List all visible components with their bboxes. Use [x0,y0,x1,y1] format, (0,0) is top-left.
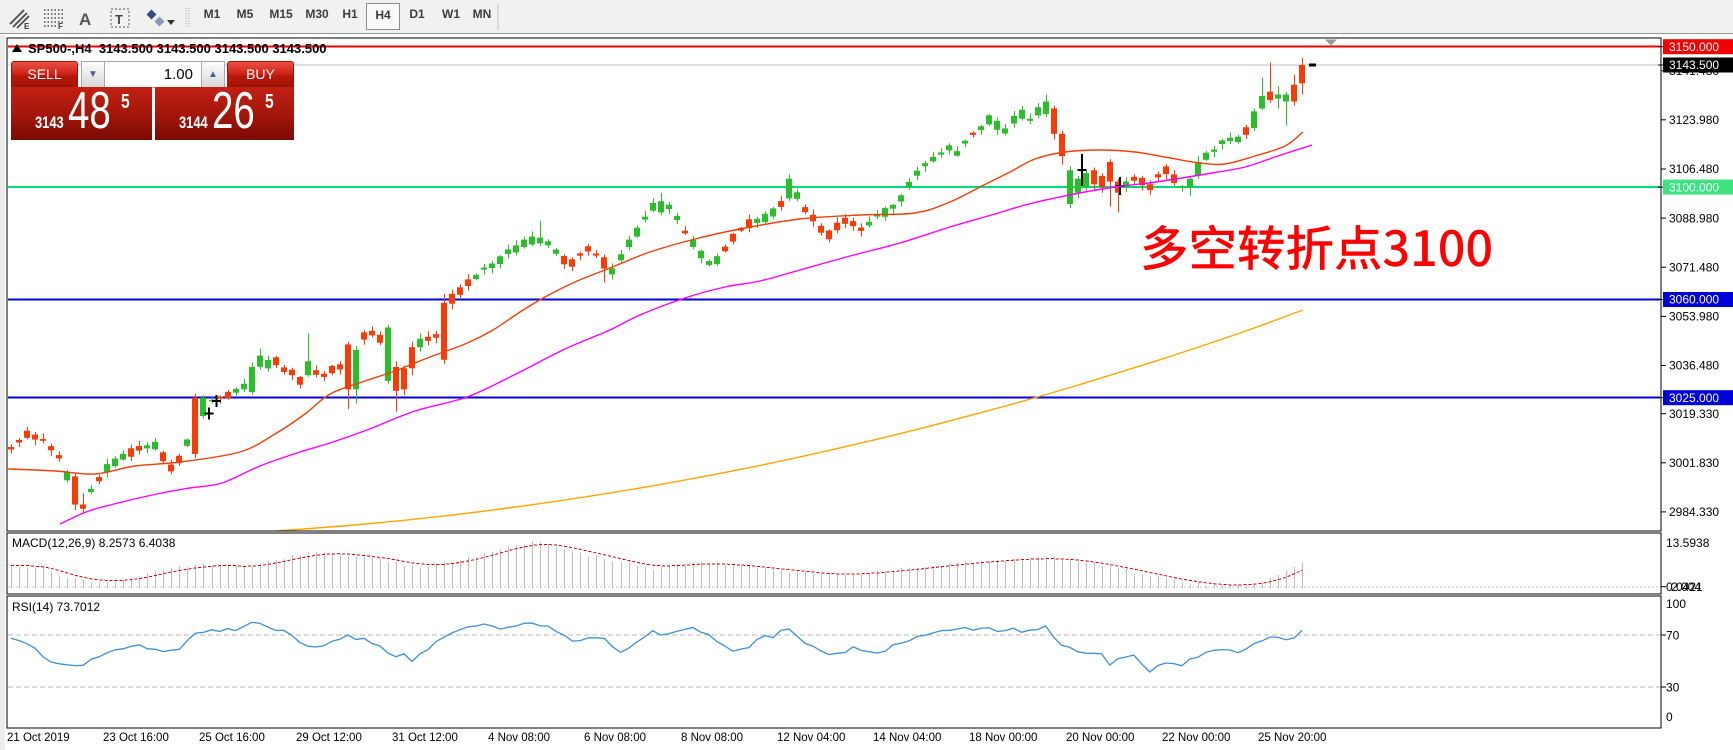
svg-text:3143.500: 3143.500 [1669,58,1719,72]
svg-text:21 Oct 2019: 21 Oct 2019 [7,732,70,744]
svg-text:2984.330: 2984.330 [1669,505,1719,519]
svg-text:14 Nov 04:00: 14 Nov 04:00 [873,732,941,744]
svg-text:29 Oct 12:00: 29 Oct 12:00 [296,732,362,744]
svg-text:3019.330: 3019.330 [1669,407,1719,421]
svg-text:0: 0 [1666,710,1673,724]
svg-text:22 Nov 00:00: 22 Nov 00:00 [1162,732,1230,744]
svg-text:13.5938: 13.5938 [1666,536,1710,550]
svg-text:70: 70 [1666,629,1680,643]
svg-text:18 Nov 00:00: 18 Nov 00:00 [969,732,1037,744]
svg-text:31 Oct 12:00: 31 Oct 12:00 [392,732,458,744]
svg-text:3106.480: 3106.480 [1669,162,1719,176]
svg-text:8 Nov 08:00: 8 Nov 08:00 [681,732,743,744]
svg-text:3060.000: 3060.000 [1669,293,1719,307]
svg-text:4 Nov 08:00: 4 Nov 08:00 [488,732,550,744]
svg-text:3100.000: 3100.000 [1669,180,1719,194]
svg-text:25 Oct 16:00: 25 Oct 16:00 [199,732,265,744]
svg-text:A: A [79,10,91,29]
svg-text:RSI(14) 73.7012: RSI(14) 73.7012 [12,600,100,614]
svg-text:0.0421: 0.0421 [1666,580,1703,594]
svg-text:12 Nov 04:00: 12 Nov 04:00 [777,732,845,744]
svg-text:3071.480: 3071.480 [1669,260,1719,274]
svg-text:3001.830: 3001.830 [1669,456,1719,470]
svg-text:20 Nov 00:00: 20 Nov 00:00 [1066,732,1134,744]
svg-text:3150.000: 3150.000 [1669,40,1719,54]
svg-text:E: E [24,22,30,31]
svg-text:MACD(12,26,9) 8.2573 6.4038: MACD(12,26,9) 8.2573 6.4038 [12,536,176,550]
svg-text:SP500-,H4 3143.500 3143.500 3: SP500-,H4 3143.500 3143.500 3143.500 314… [28,41,327,56]
svg-text:3025.000: 3025.000 [1669,391,1719,405]
svg-text:100: 100 [1666,597,1686,611]
svg-text:F: F [58,22,63,31]
svg-text:3088.980: 3088.980 [1669,211,1719,225]
svg-text:3036.480: 3036.480 [1669,359,1719,373]
svg-text:3123.980: 3123.980 [1669,113,1719,127]
svg-text:T: T [115,12,123,27]
svg-text:23 Oct 16:00: 23 Oct 16:00 [103,732,169,744]
svg-text:6 Nov 08:00: 6 Nov 08:00 [584,732,646,744]
svg-text:3053.980: 3053.980 [1669,310,1719,324]
svg-text:25 Nov 20:00: 25 Nov 20:00 [1258,732,1326,744]
svg-text:2.004: 2.004 [1671,580,1701,594]
svg-text:30: 30 [1666,681,1680,695]
